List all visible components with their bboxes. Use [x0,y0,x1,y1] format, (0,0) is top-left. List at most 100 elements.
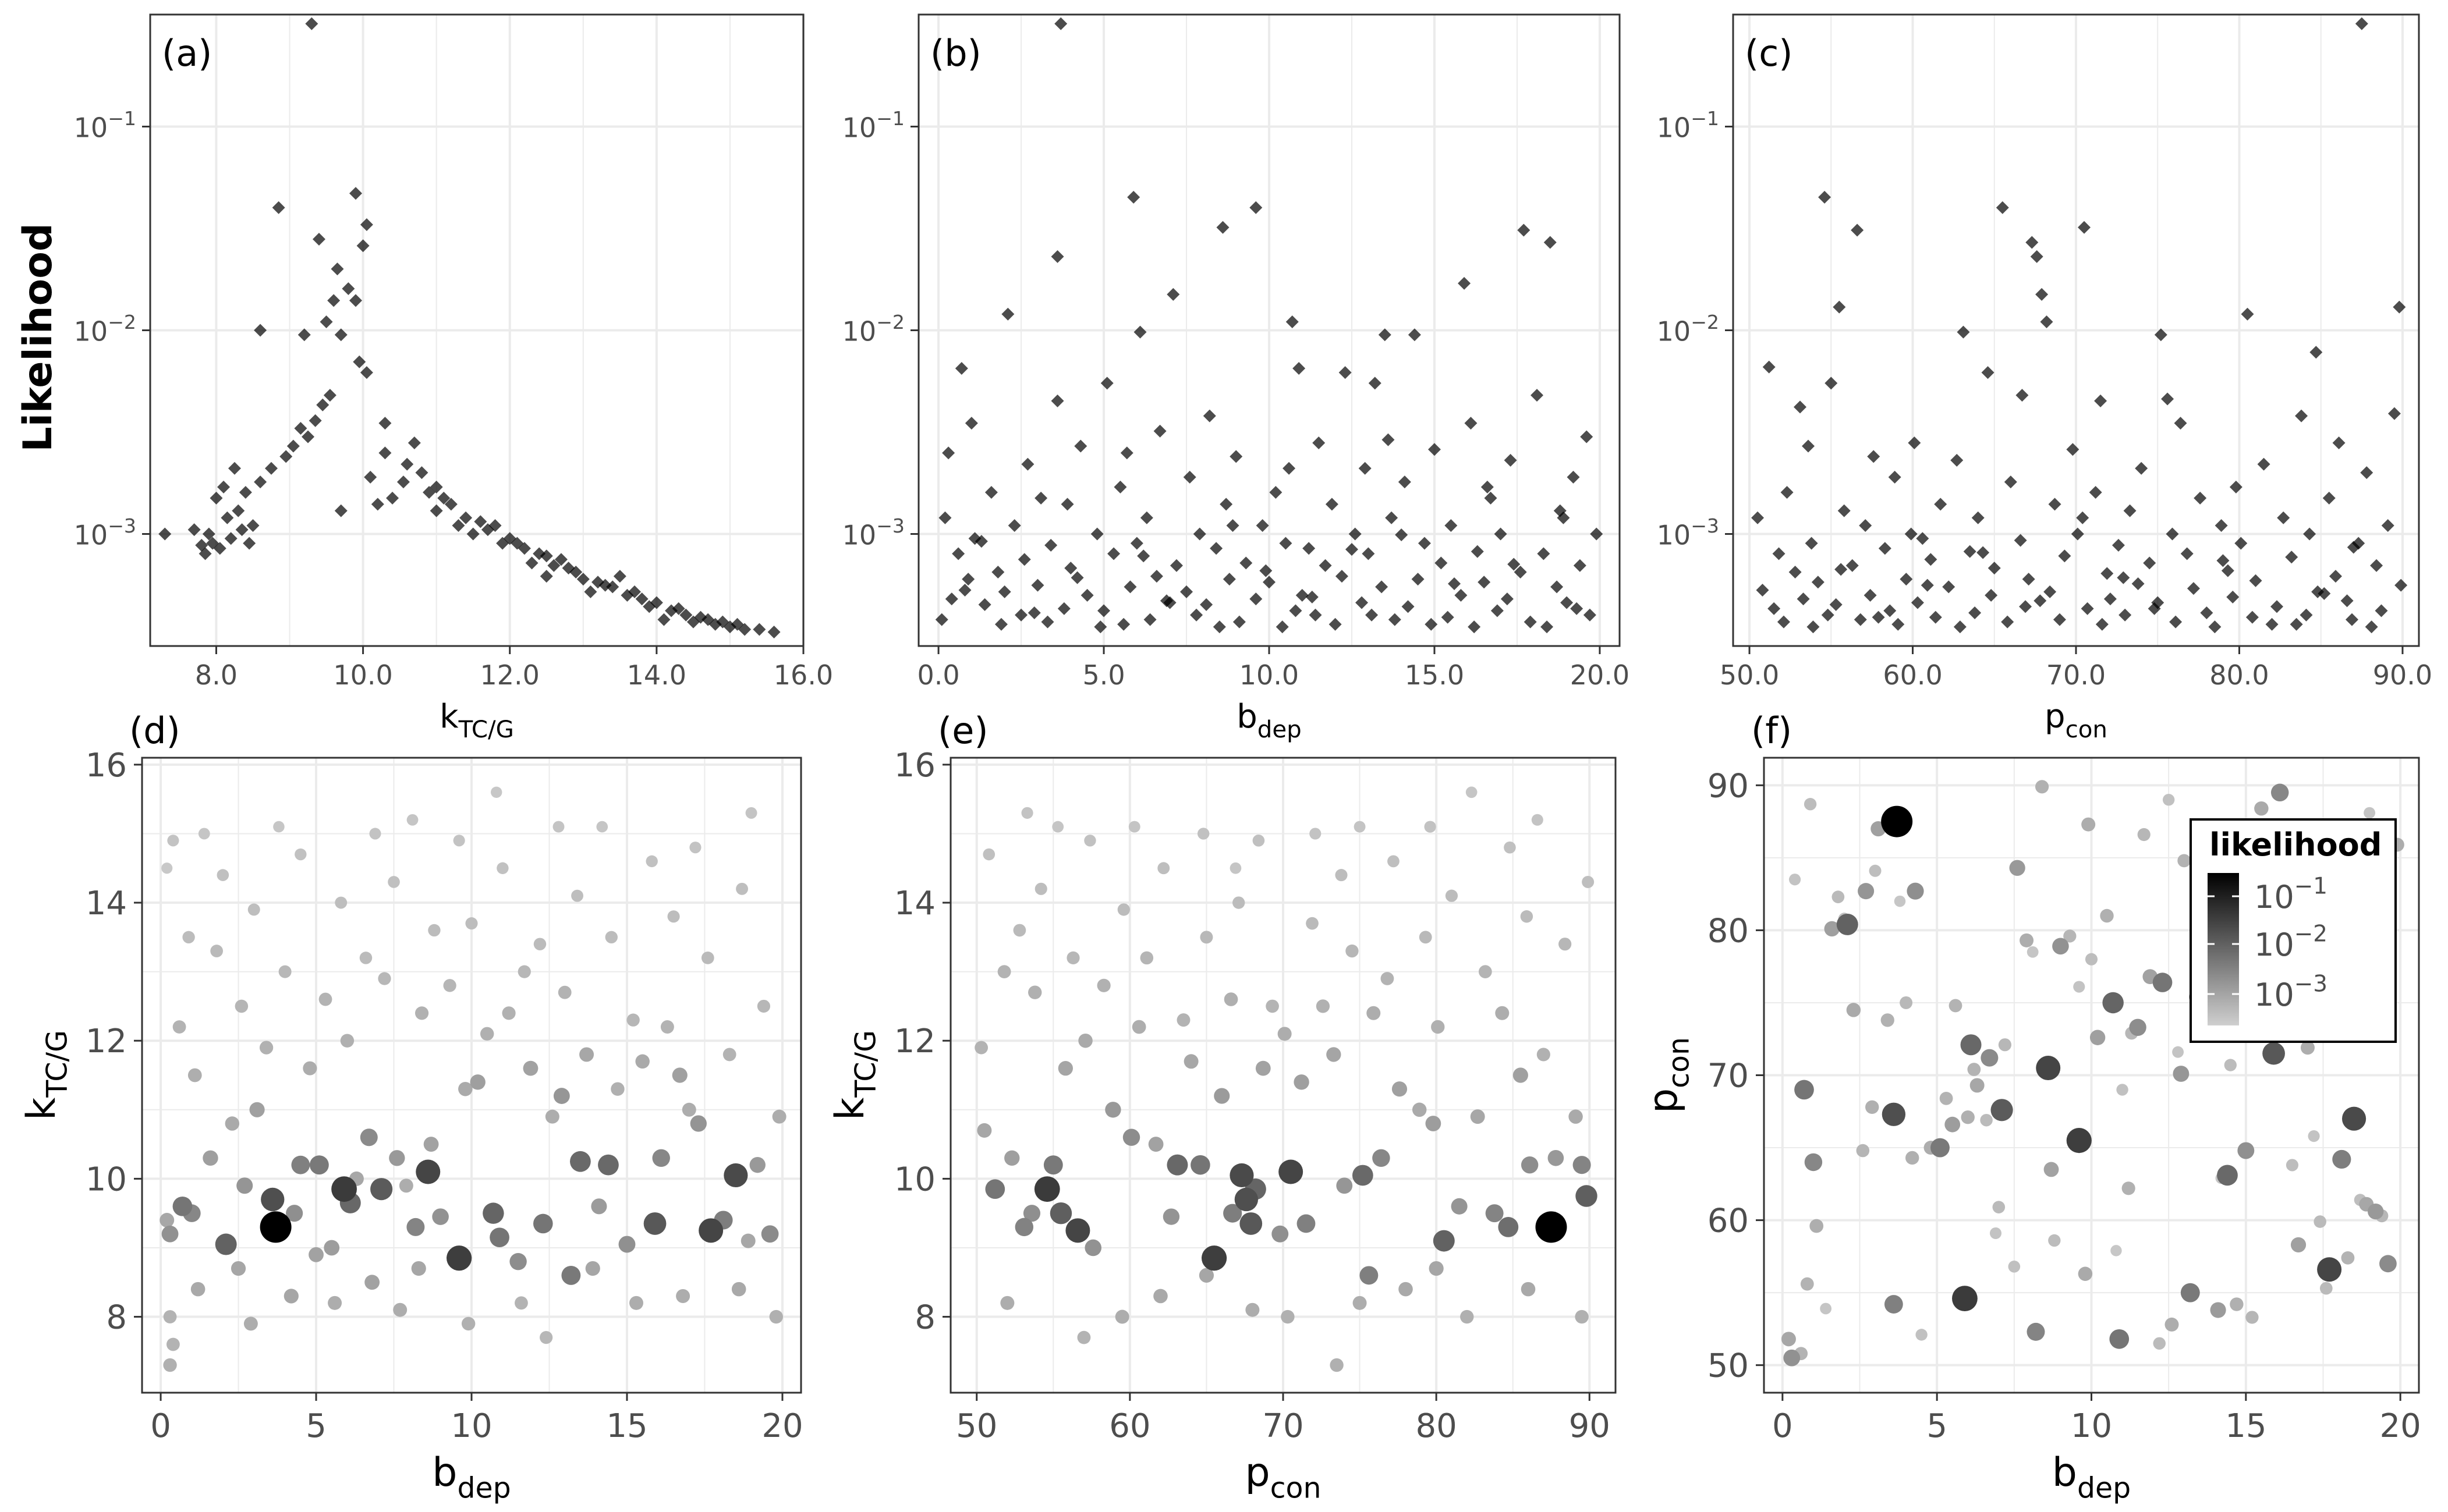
data-point [1788,565,1802,578]
data-point [1547,1150,1564,1166]
data-point [1441,611,1454,624]
y-tick-label-mantissa: 10 [74,520,108,551]
data-point [370,1178,393,1201]
data-point [643,600,656,613]
data-point [1271,1225,1289,1243]
data-point [2152,972,2173,992]
x-axis: 0 5 10 15 20 [150,1393,803,1445]
data-point [1831,890,1845,903]
data-point [978,598,991,611]
data-point [1234,1187,1259,1212]
data-point [1845,559,1859,572]
data-point [558,985,572,999]
data-point [167,835,179,847]
data-point [1170,559,1183,572]
y-axis-label-main: k [827,1097,873,1120]
data-point [1239,556,1253,570]
data-point [1157,862,1170,875]
data-point [1167,1154,1188,1176]
data-point [483,1202,504,1224]
data-point [459,511,473,524]
data-point [1460,1309,1474,1324]
y-tick-label-mantissa: 10 [1657,112,1691,144]
data-point [1904,527,1918,541]
x-tick-label: 5.0 [1082,659,1125,691]
data-point [2081,817,2096,832]
data-point [2314,1215,2326,1228]
x-tick-label: 20 [2380,1407,2421,1445]
likelihood-legend: likelihood 10−110−210−3 [2190,818,2397,1043]
y-tick-label: 14 [86,885,127,922]
data-point [628,585,642,598]
data-point [1856,1144,1870,1158]
data-point [411,1261,426,1276]
data-point [1960,1034,1982,1056]
data-point [1000,1296,1015,1310]
x-tick-label: 12.0 [480,659,540,691]
x-tick-label: 0 [1772,1407,1793,1445]
data-point [1124,580,1137,594]
data-point [1183,470,1196,484]
data-point [1851,223,1864,237]
x-axis-label-subscript: TC/G [458,716,514,743]
data-point [1398,1282,1413,1297]
data-point [629,1296,643,1310]
data-point [1996,201,2009,214]
data-point [356,239,370,253]
data-point [360,366,373,379]
data-point [1825,377,1838,390]
data-point [265,462,278,475]
data-point [1767,602,1781,615]
y-axis-label: kTC/G [19,1030,73,1120]
data-point [1018,553,1031,566]
data-point [997,965,1011,979]
data-point [272,201,285,214]
data-point [236,1177,253,1194]
x-tick-label: 15.0 [1405,659,1464,691]
data-point [998,585,1011,598]
data-point [1494,527,1507,541]
data-point [1820,1302,1832,1315]
data-point [1929,611,1942,624]
data-point [635,1054,650,1069]
x-axis-label-subscript: dep [457,1471,511,1504]
data-point [286,439,300,453]
data-point [161,1225,179,1243]
data-point [1041,615,1054,629]
y-axis-label-subscript: con [1662,1037,1695,1088]
data-point [1230,450,1243,463]
data-point [1120,446,1133,460]
data-point [2078,221,2091,234]
x-tick-label: 0 [150,1407,171,1445]
data-point [327,294,341,307]
data-point [1883,604,1897,617]
data-point [699,1218,724,1243]
y-tick-label: 90 [1707,767,1749,805]
data-point [1358,462,1372,475]
data-point [1846,1003,1861,1017]
data-point [1434,556,1448,570]
data-point [741,1233,756,1248]
data-point [1249,592,1263,606]
data-point [1137,549,1150,563]
data-point [340,1034,355,1048]
data-point [2300,608,2313,622]
data-point [1864,588,1877,602]
data-point [221,511,234,524]
data-point [291,1155,310,1174]
x-tick-label: 10 [451,1407,492,1445]
x-axis-label: pcon [2045,698,2107,743]
data-point [1777,615,1790,629]
y-tick-label: 10−3 [842,514,905,551]
data-point [1133,325,1147,339]
data-point [2164,1317,2179,1332]
data-point [1484,491,1497,505]
data-point [984,486,998,499]
data-point [502,1006,516,1020]
panel-tag: (b) [930,32,982,74]
data-point [1425,617,1438,631]
data-point [552,821,565,833]
data-point [701,952,714,964]
data-point [1471,545,1484,558]
data-point [1021,457,1035,471]
